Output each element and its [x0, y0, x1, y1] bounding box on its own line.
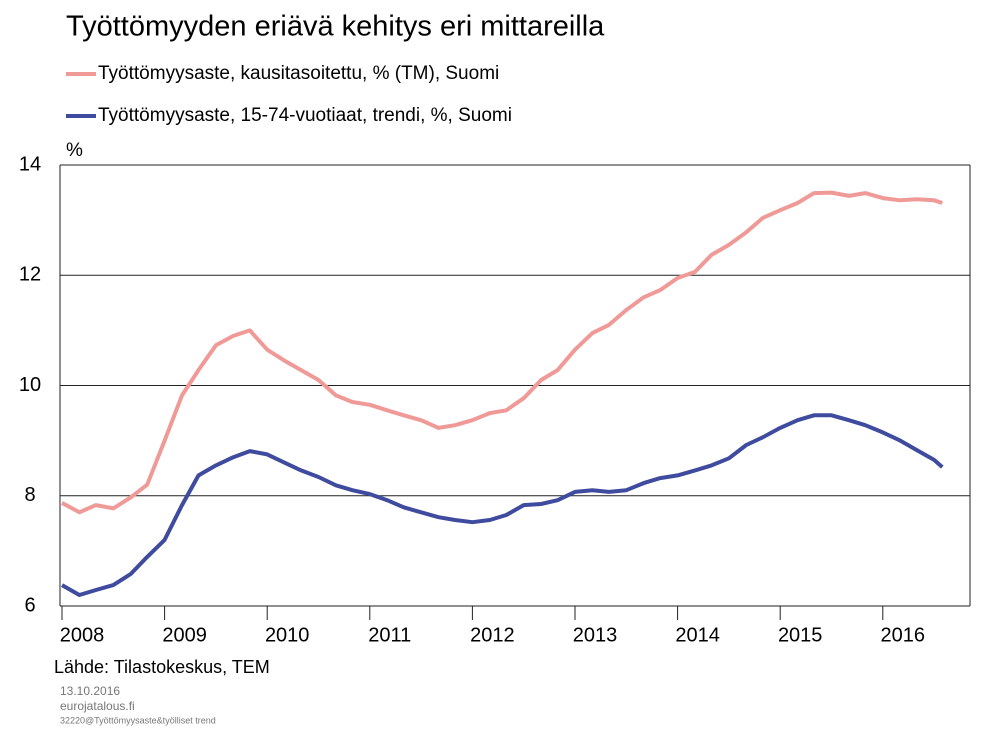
- y-tick-label: 12: [19, 264, 41, 286]
- x-tick-label: 2016: [881, 624, 926, 646]
- y-tick-label: 8: [24, 484, 35, 506]
- x-tick-label: 2013: [573, 624, 618, 646]
- y-unit: %: [66, 140, 83, 161]
- legend-label: Työttömyysaste, kausitasoitettu, % (TM),…: [98, 63, 499, 84]
- x-tick-label: 2009: [162, 624, 207, 646]
- x-tick-label: 2014: [675, 624, 720, 646]
- x-tick-label: 2015: [778, 624, 823, 646]
- footer-code: 32220@Työttömyysaste&työlliset trend: [60, 715, 216, 725]
- footer-site: eurojatalous.fi: [60, 699, 135, 713]
- chart-title: Työttömyyden eriävä kehitys eri mittarei…: [66, 11, 605, 43]
- y-tick-label: 10: [19, 374, 41, 396]
- legend-label: Työttömyysaste, 15-74-vuotiaat, trendi, …: [98, 105, 512, 126]
- x-tick-label: 2010: [265, 624, 310, 646]
- series-line: [61, 413, 944, 597]
- series-line: [61, 190, 943, 515]
- footer-date: 13.10.2016: [60, 684, 120, 698]
- x-tick-label: 2011: [368, 624, 411, 646]
- y-tick-label: 6: [24, 594, 35, 616]
- x-tick-label: 2008: [60, 624, 105, 646]
- source: Lähde: Tilastokeskus, TEM: [54, 657, 270, 677]
- y-tick-label: 14: [19, 153, 41, 175]
- x-tick-label: 2012: [470, 624, 515, 646]
